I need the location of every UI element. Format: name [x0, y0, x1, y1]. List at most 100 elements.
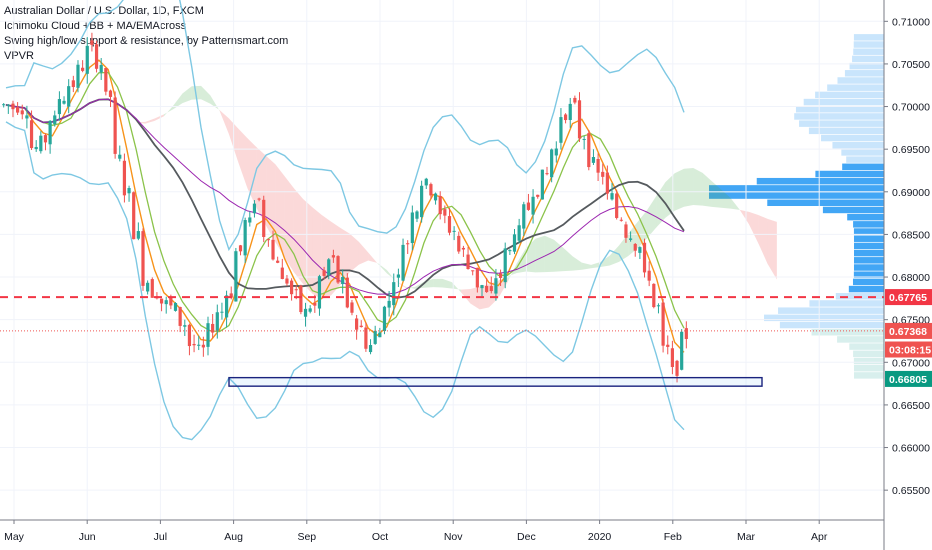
indicator-swing[interactable]: Swing high/low support & resistance, by … — [4, 35, 289, 47]
vpvr-bar — [853, 249, 884, 257]
candle-body — [355, 318, 359, 330]
cloud-segment — [386, 269, 397, 282]
candle-body — [257, 198, 261, 200]
candle-body — [364, 327, 368, 349]
y-tick-label: 0.66000 — [892, 443, 930, 455]
cloud-segment — [702, 172, 712, 207]
symbol-title: Australian Dollar / U.S. Dollar, 1D, FXC… — [4, 5, 204, 17]
candle-body — [113, 97, 117, 154]
candle-body — [522, 204, 526, 229]
candle-body — [150, 279, 154, 298]
candle-body — [118, 154, 122, 159]
candle-body — [48, 120, 52, 145]
cloud-segment — [656, 182, 666, 228]
candle-body — [317, 276, 322, 309]
candle-body — [53, 115, 57, 125]
candle-body — [350, 302, 354, 313]
vpvr-bar — [853, 372, 884, 379]
candle-body — [345, 277, 349, 308]
candle-body — [94, 44, 99, 69]
vpvr-bar — [853, 228, 884, 235]
candle-body — [76, 64, 80, 88]
price-label-text: 03:08:15 — [889, 345, 931, 357]
vpvr-bar — [709, 192, 884, 199]
candle-body — [540, 169, 544, 200]
candle-body — [563, 114, 568, 121]
cloud-segment — [572, 256, 582, 271]
candle-body — [680, 331, 684, 370]
cloud-segment — [739, 209, 750, 225]
vpvr-bar — [853, 264, 884, 271]
cloud-segment — [358, 241, 369, 265]
candle-body — [67, 86, 71, 107]
price-label: 0.66805 — [885, 370, 932, 387]
vpvr-bar — [853, 271, 884, 278]
candle-body — [146, 282, 150, 292]
vpvr-bar — [842, 163, 884, 171]
candle-body — [11, 103, 15, 110]
x-tick-label: Oct — [372, 531, 388, 543]
indicator-ichimoku[interactable]: Ichimoku Cloud +BB + MA/EMAcross — [4, 20, 187, 32]
candle-body — [406, 243, 410, 245]
candle-body — [122, 160, 127, 196]
candle-body — [517, 225, 521, 241]
candle-body — [183, 325, 187, 327]
candle-body — [248, 217, 252, 223]
vpvr-bar — [799, 120, 884, 127]
candle-body — [661, 302, 665, 346]
candle-body — [164, 300, 168, 305]
candle-body — [452, 230, 456, 232]
vpvr-bar — [803, 98, 884, 106]
candle-body — [359, 325, 363, 328]
candle-body — [471, 270, 475, 272]
candle-body — [433, 193, 438, 201]
candle-body — [285, 278, 289, 284]
candle-body — [99, 65, 103, 73]
candle-body — [2, 104, 6, 106]
candle-body — [187, 324, 192, 347]
chart-legend: Australian Dollar / U.S. Dollar, 1D, FXC… — [4, 4, 288, 64]
candle-body — [234, 251, 238, 302]
candle-body — [601, 171, 605, 177]
candle-body — [666, 344, 670, 347]
y-tick-label: 0.67000 — [892, 357, 930, 369]
candle-body — [341, 276, 345, 285]
candle-body — [526, 202, 531, 210]
price-label-text: 0.67368 — [889, 326, 927, 338]
candle-body — [489, 286, 493, 292]
cloud-segment — [340, 227, 350, 285]
vpvr-bar — [853, 357, 884, 365]
vpvr-bar — [821, 134, 884, 142]
candle-body — [331, 255, 335, 258]
candle-body — [410, 212, 414, 244]
indicator-vpvr[interactable]: VPVR — [4, 50, 34, 62]
support-box — [228, 376, 763, 387]
candle-body — [656, 305, 661, 307]
levels — [0, 296, 884, 387]
candle-body — [136, 231, 140, 239]
price-label: 0.67368 — [885, 322, 932, 339]
candle-body — [215, 312, 219, 331]
y-tick-label: 0.68500 — [892, 229, 930, 241]
candle-body — [438, 195, 442, 215]
candle-body — [378, 332, 382, 338]
cloud-segment — [210, 95, 220, 111]
candle-body — [327, 259, 331, 276]
candle-body — [252, 203, 257, 214]
candle-body — [494, 278, 498, 294]
candle-body — [624, 224, 628, 238]
cloud-segment — [693, 167, 703, 206]
candle-body — [545, 173, 549, 175]
vpvr-bar — [853, 34, 884, 41]
candle-body — [457, 235, 461, 252]
candle-body — [596, 158, 600, 173]
candle-body — [294, 289, 298, 291]
cloud-segment — [377, 263, 387, 274]
candle-body — [568, 103, 572, 120]
vpvr-bar — [815, 170, 884, 178]
candle-body — [85, 45, 89, 74]
cloud-segment — [563, 247, 573, 272]
candle-body — [610, 193, 614, 200]
vpvr-bar — [822, 206, 884, 214]
